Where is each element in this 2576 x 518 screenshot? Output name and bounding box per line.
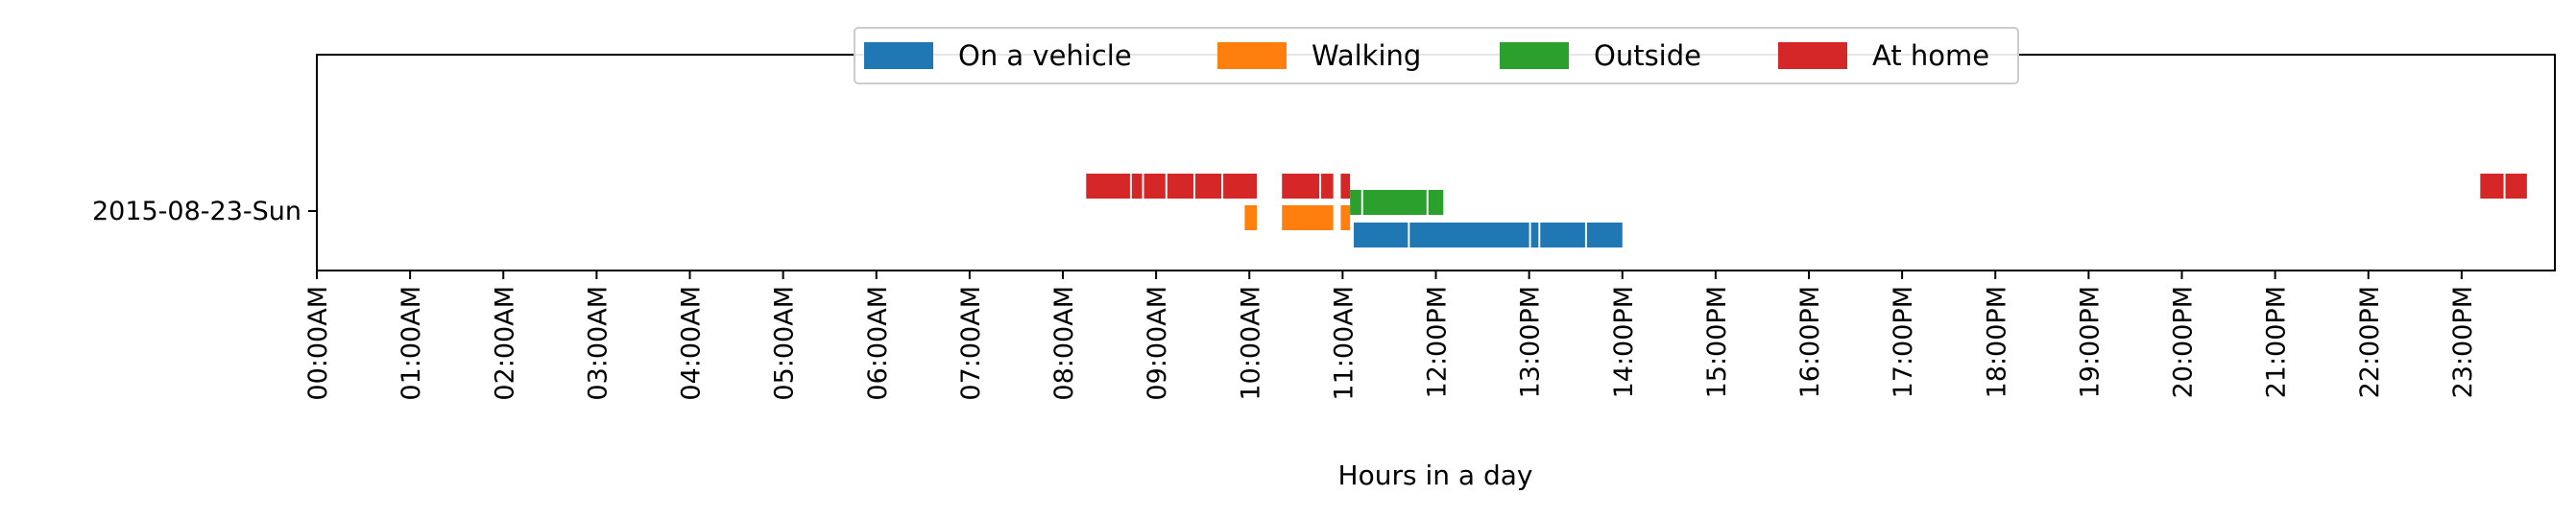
- x-tick-label: 22:00PM: [2355, 286, 2385, 398]
- segment-at-home-3: [1167, 174, 1193, 199]
- segment-on-a-vehicle-4: [1586, 223, 1623, 247]
- segment-at-home-8: [1340, 174, 1351, 199]
- legend-label: On a vehicle: [958, 39, 1132, 72]
- segment-on-a-vehicle-2: [1530, 223, 1539, 247]
- x-tick-label: 06:00AM: [863, 286, 893, 401]
- legend-box: [854, 27, 2019, 84]
- x-tick-label: 01:00AM: [397, 286, 426, 401]
- segment-on-a-vehicle-1: [1409, 223, 1529, 247]
- x-tick-label: 08:00AM: [1049, 286, 1079, 401]
- x-tick-label: 17:00PM: [1889, 286, 1918, 398]
- x-tick-label: 20:00PM: [2169, 286, 2199, 398]
- segment-at-home-7: [1321, 174, 1334, 199]
- legend: On a vehicle Walking Outside At home: [854, 27, 2019, 84]
- x-tick-label: 03:00AM: [583, 286, 613, 401]
- legend-swatch-at-home: [1778, 42, 1847, 69]
- x-tick-label: 13:00PM: [1516, 286, 1546, 398]
- x-tick-label: 23:00PM: [2448, 286, 2478, 398]
- x-tick-label: 02:00AM: [490, 286, 519, 401]
- x-tick-label: 15:00PM: [1702, 286, 1732, 398]
- legend-swatch-walking: [1217, 42, 1287, 69]
- segment-on-a-vehicle-0: [1354, 223, 1408, 247]
- x-tick-label: 16:00PM: [1795, 286, 1825, 398]
- legend-label: At home: [1872, 39, 1989, 72]
- segment-walking-0: [1244, 205, 1258, 230]
- x-axis-label: Hours in a day: [1338, 459, 1533, 491]
- segment-at-home-6: [1282, 174, 1320, 199]
- x-tick-label: 04:00AM: [677, 286, 707, 401]
- y-axis: 2015-08-23-Sun: [92, 197, 317, 226]
- segment-on-a-vehicle-3: [1540, 223, 1585, 247]
- legend-swatch-on-a-vehicle: [864, 42, 933, 69]
- x-tick-label: 09:00AM: [1143, 286, 1172, 401]
- segment-at-home-9: [2480, 174, 2504, 199]
- x-tick-label: 05:00AM: [770, 286, 800, 401]
- segment-walking-2: [1340, 205, 1351, 230]
- x-tick-label: 18:00PM: [1982, 286, 2011, 398]
- segment-at-home-0: [1086, 174, 1130, 199]
- x-tick-label: 11:00AM: [1329, 286, 1359, 401]
- x-tick-label: 07:00AM: [956, 286, 986, 401]
- segment-at-home-2: [1144, 174, 1166, 199]
- y-tick-label: 2015-08-23-Sun: [92, 197, 301, 226]
- segments-layer: [1086, 174, 2527, 247]
- x-tick-label: 14:00PM: [1609, 286, 1639, 398]
- x-tick-label: 19:00PM: [2075, 286, 2105, 398]
- x-tick-label: 12:00PM: [1423, 286, 1453, 398]
- segment-at-home-10: [2505, 174, 2527, 199]
- x-tick-label: 00:00AM: [303, 286, 333, 401]
- segment-outside-2: [1428, 190, 1444, 215]
- legend-label: Outside: [1594, 39, 1701, 72]
- x-tick-label: 10:00AM: [1236, 286, 1265, 401]
- segment-at-home-1: [1131, 174, 1143, 199]
- segment-at-home-5: [1223, 174, 1258, 199]
- legend-label: Walking: [1312, 39, 1421, 72]
- x-tick-label: 21:00PM: [2262, 286, 2292, 398]
- segment-walking-1: [1282, 205, 1334, 230]
- legend-swatch-outside: [1500, 42, 1569, 69]
- x-axis: 00:00AM 01:00AM 02:00AM 03:00AM 04:00AM 05:00…: [303, 271, 2478, 401]
- segment-at-home-4: [1194, 174, 1222, 199]
- segment-outside-1: [1362, 190, 1427, 215]
- segment-outside-0: [1350, 190, 1361, 215]
